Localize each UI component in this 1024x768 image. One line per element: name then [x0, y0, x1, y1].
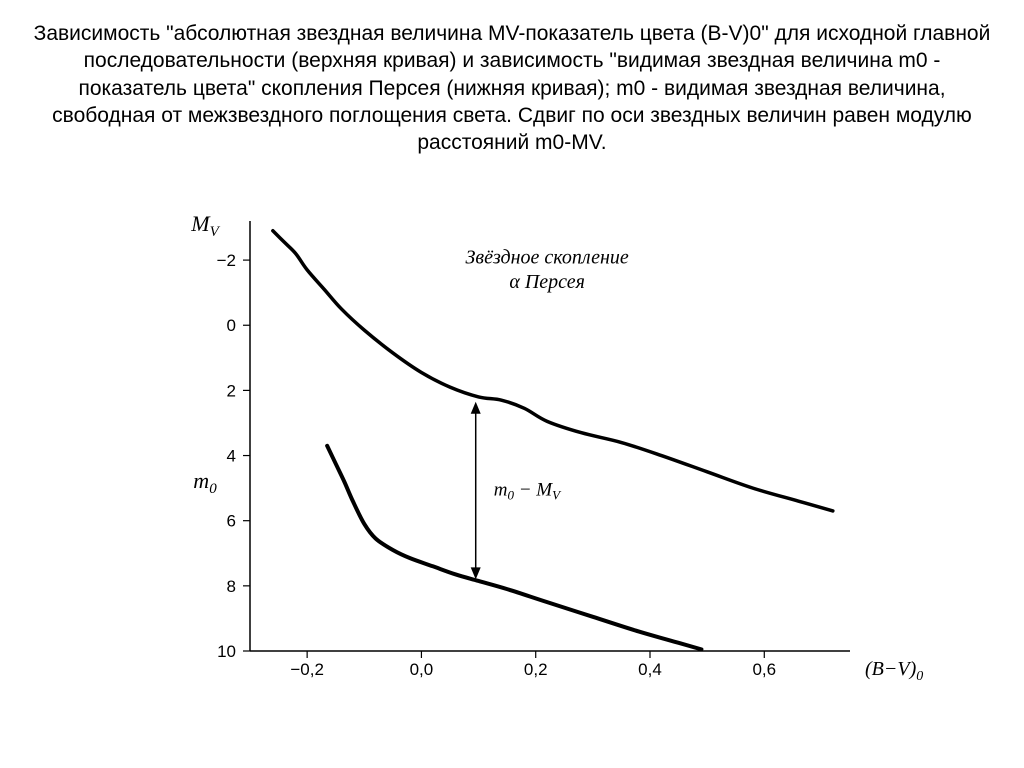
arrowhead-up-icon	[471, 402, 481, 414]
x-tick-label: 0,6	[752, 660, 776, 679]
y-tick-label: 10	[217, 642, 236, 661]
y-tick-label: 8	[227, 577, 236, 596]
x-tick-label: −0,2	[290, 660, 324, 679]
y-tick-label: 4	[227, 447, 236, 466]
x-axis-label: (B−V)0	[865, 658, 923, 684]
distance-modulus-label: m0 − MV	[494, 480, 562, 503]
x-tick-label: 0,0	[410, 660, 434, 679]
y-tick-label: 0	[227, 317, 236, 336]
cluster-title-line2: α Персея	[509, 271, 585, 293]
y-tick-label: 6	[227, 512, 236, 531]
x-tick-label: 0,4	[638, 660, 662, 679]
y-tick-label: −2	[217, 252, 236, 271]
chart-svg: −2 0 2 4 6 8 10 −0,2 0,0 0,2 0,4 0,6 MV m0 (B−V)0 m0 − …	[0, 196, 1024, 726]
y-tick-label: 2	[227, 382, 236, 401]
y-axis-upper-label: MV	[190, 211, 220, 240]
x-tick-label: 0,2	[524, 660, 548, 679]
figure-caption: Зависимость "абсолютная звездная величин…	[32, 20, 992, 156]
cluster-title-line1: Звёздное скопление	[466, 247, 629, 269]
chart-container: −2 0 2 4 6 8 10 −0,2 0,0 0,2 0,4 0,6 MV m0 (B−V)0 m0 − …	[0, 196, 1024, 726]
lower-curve	[327, 446, 701, 650]
y-axis-lower-label: m0	[193, 469, 217, 498]
